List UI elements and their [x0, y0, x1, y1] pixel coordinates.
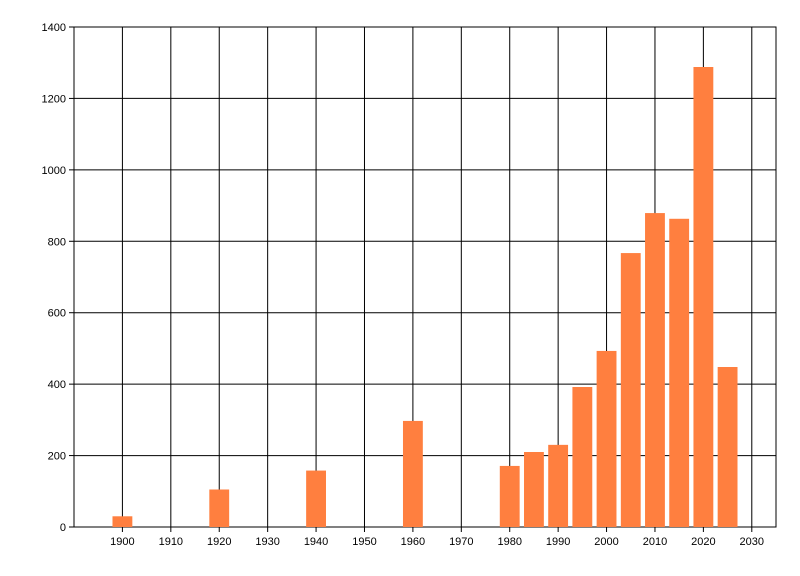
y-tick-label: 600 — [48, 308, 66, 320]
bar — [717, 367, 738, 527]
x-tick-label: 2000 — [594, 536, 618, 548]
x-tick-label: 1900 — [110, 536, 134, 548]
y-tick-label: 1400 — [42, 22, 66, 34]
x-tick-label: 1950 — [352, 536, 376, 548]
bar — [669, 218, 690, 528]
x-tick-label: 1930 — [255, 536, 279, 548]
bar — [645, 213, 665, 528]
x-tick-label: 1970 — [449, 536, 473, 548]
bar — [306, 470, 326, 527]
y-tick-label: 1200 — [42, 93, 66, 105]
y-tick-label: 1000 — [42, 165, 66, 177]
x-tick-label: 1910 — [159, 536, 183, 548]
x-tick-label: 1920 — [207, 536, 231, 548]
x-tick-label: 1960 — [401, 536, 425, 548]
y-tick-label: 0 — [60, 522, 66, 534]
y-tick-label: 400 — [48, 379, 66, 391]
y-tick-label: 200 — [48, 451, 66, 463]
bar — [524, 452, 544, 527]
x-tick-label: 1940 — [304, 536, 328, 548]
bar — [209, 489, 230, 527]
bar — [693, 67, 714, 527]
x-tick-label: 2020 — [691, 536, 715, 548]
x-tick-label: 1980 — [497, 536, 521, 548]
bar — [596, 350, 617, 527]
bar — [402, 420, 423, 527]
bar — [572, 387, 593, 527]
x-tick-label: 2030 — [740, 536, 764, 548]
bar — [112, 516, 133, 527]
bar — [499, 465, 520, 527]
x-tick-label: 1990 — [546, 536, 570, 548]
y-tick-label: 800 — [48, 236, 66, 248]
bar — [548, 444, 569, 527]
x-tick-label: 2010 — [643, 536, 667, 548]
bar — [620, 253, 641, 528]
